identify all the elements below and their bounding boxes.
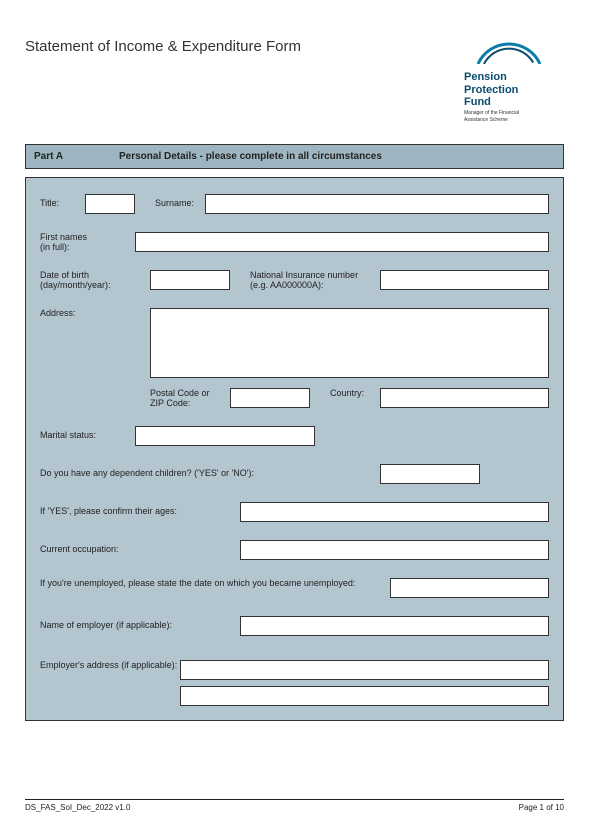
row-employer-name: Name of employer (if applicable): [40, 616, 549, 636]
dependent-input[interactable] [380, 464, 480, 484]
country-input[interactable] [380, 388, 549, 408]
footer-right: Page 1 of 10 [519, 803, 564, 812]
address-label: Address: [40, 308, 150, 318]
footer-left: DS_FAS_SoI_Dec_2022 v1.0 [25, 803, 130, 812]
logo: Pension Protection Fund Manager of the F… [464, 30, 564, 124]
logo-sub1: Manager of the Financial [464, 111, 564, 117]
postal-label: Postal Code or ZIP Code: [150, 388, 230, 408]
row-title-surname: Title: Surname: [40, 194, 549, 214]
row-address: Address: [40, 308, 549, 378]
row-employer-address-2 [40, 686, 549, 706]
form-body: Title: Surname: First names (in full): D… [25, 177, 564, 721]
employer-address-input-1[interactable] [180, 660, 549, 680]
surname-label: Surname: [135, 194, 205, 208]
section-title: Personal Details - please complete in al… [119, 151, 382, 162]
row-occupation: Current occupation: [40, 540, 549, 560]
employer-name-label: Name of employer (if applicable): [40, 616, 240, 630]
country-label: Country: [310, 388, 380, 398]
logo-line1: Pension [464, 71, 564, 84]
row-if-yes: If 'YES', please confirm their ages: [40, 502, 549, 522]
row-first-names: First names (in full): [40, 232, 549, 252]
header: Statement of Income & Expenditure Form P… [25, 30, 564, 124]
first-names-input[interactable] [135, 232, 549, 252]
dependent-label: Do you have any dependent children? ('YE… [40, 464, 340, 478]
footer: DS_FAS_SoI_Dec_2022 v1.0 Page 1 of 10 [25, 799, 564, 812]
employer-address-input-2[interactable] [180, 686, 549, 706]
section-header: Part A Personal Details - please complet… [25, 144, 564, 169]
marital-label: Marital status: [40, 426, 135, 440]
row-unemployed: If you're unemployed, please state the d… [40, 578, 549, 598]
row-postal-country: Postal Code or ZIP Code: Country: [40, 388, 549, 408]
occupation-input[interactable] [240, 540, 549, 560]
title-input[interactable] [85, 194, 135, 214]
logo-line3: Fund [464, 96, 564, 109]
row-employer-address-1: Employer's address (if applicable): [40, 660, 549, 680]
logo-line2: Protection [464, 84, 564, 97]
ni-label: National Insurance number (e.g. AA000000… [230, 270, 380, 290]
if-yes-input[interactable] [240, 502, 549, 522]
page-title: Statement of Income & Expenditure Form [25, 38, 301, 55]
surname-input[interactable] [205, 194, 549, 214]
dob-input[interactable] [150, 270, 230, 290]
occupation-label: Current occupation: [40, 540, 240, 554]
employer-address-label: Employer's address (if applicable): [40, 660, 180, 670]
logo-sub2: Assistance Scheme [464, 118, 564, 124]
unemployed-label: If you're unemployed, please state the d… [40, 578, 360, 588]
ni-input[interactable] [380, 270, 549, 290]
logo-arc-icon [474, 30, 544, 64]
if-yes-label: If 'YES', please confirm their ages: [40, 502, 240, 516]
marital-input[interactable] [135, 426, 315, 446]
unemployed-input[interactable] [390, 578, 549, 598]
row-dob-ni: Date of birth (day/month/year): National… [40, 270, 549, 290]
address-input[interactable] [150, 308, 549, 378]
row-marital: Marital status: [40, 426, 549, 446]
first-names-label: First names (in full): [40, 232, 135, 252]
postal-input[interactable] [230, 388, 310, 408]
section-part: Part A [34, 151, 119, 162]
row-dependent: Do you have any dependent children? ('YE… [40, 464, 549, 484]
title-label: Title: [40, 194, 85, 208]
dob-label: Date of birth (day/month/year): [40, 270, 150, 290]
employer-name-input[interactable] [240, 616, 549, 636]
